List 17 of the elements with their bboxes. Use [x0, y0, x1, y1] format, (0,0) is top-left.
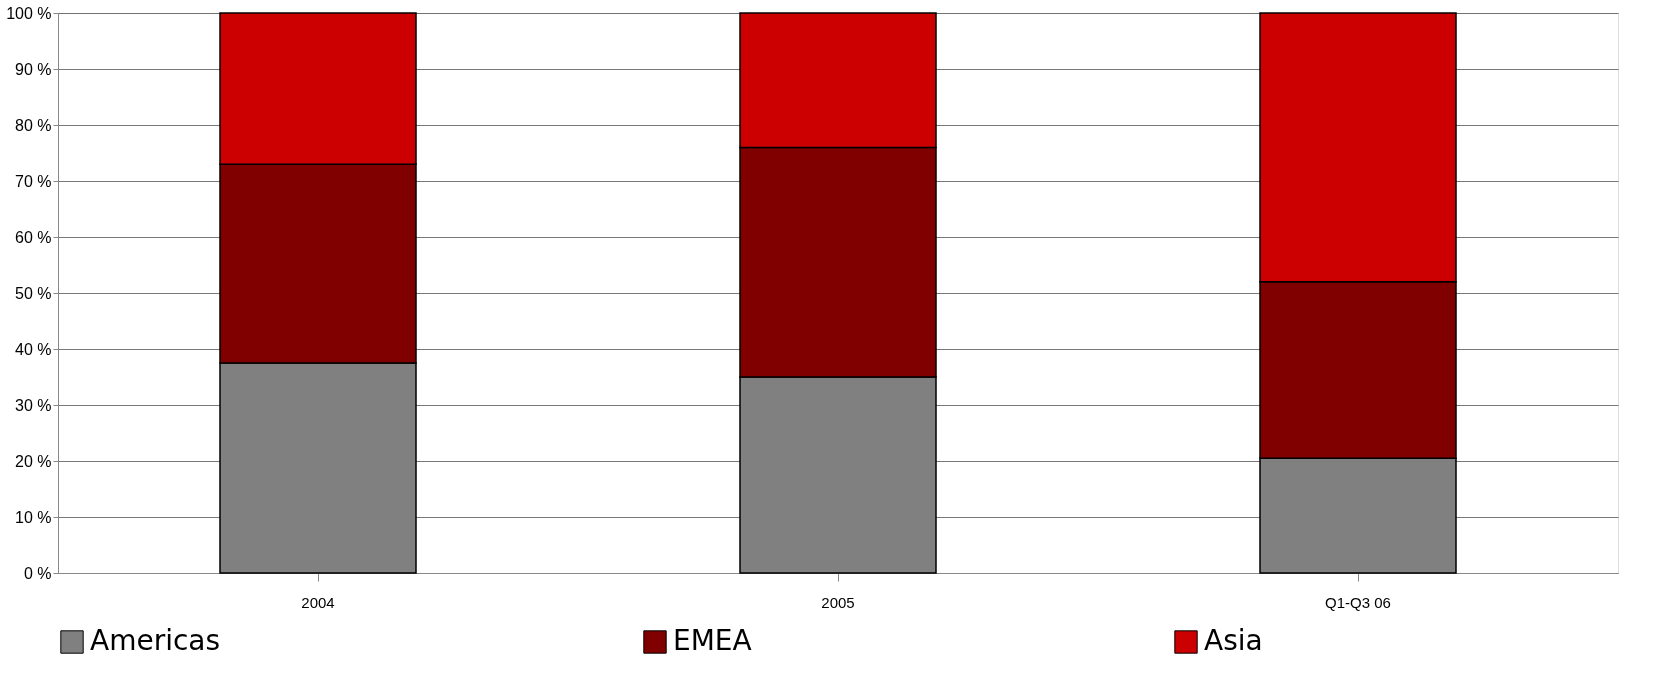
- y-tick-label: 50 %: [15, 284, 52, 302]
- y-tick-label: 10 %: [15, 508, 52, 526]
- y-tick-label: 100 %: [6, 4, 52, 22]
- legend-label: Asia: [1204, 624, 1263, 657]
- legend-label: EMEA: [673, 624, 752, 657]
- y-tick-label: 30 %: [15, 396, 52, 414]
- y-tick-label: 80 %: [15, 116, 52, 134]
- x-tick-label: 2005: [821, 593, 855, 611]
- y-tick-label: 90 %: [15, 60, 52, 78]
- y-tick-label: 70 %: [15, 172, 52, 190]
- x-tick-label: Q1-Q3 06: [1325, 593, 1391, 611]
- y-tick-label: 0 %: [23, 564, 52, 582]
- y-tick-label: 60 %: [15, 228, 52, 246]
- x-tick-label: 2004: [301, 593, 335, 611]
- legend-label: Americas: [90, 624, 221, 657]
- y-tick-label: 40 %: [15, 340, 52, 358]
- y-tick-label: 20 %: [15, 452, 52, 470]
